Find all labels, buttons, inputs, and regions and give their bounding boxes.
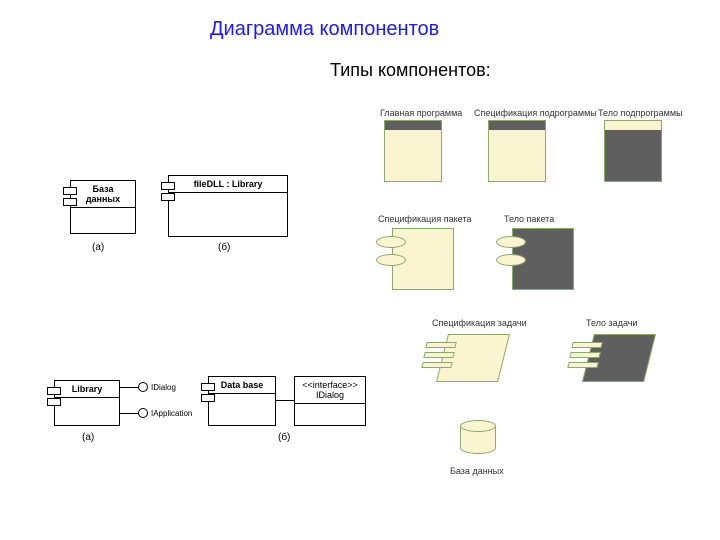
iface-label: IDialog	[151, 383, 176, 392]
uml-caption-b2: (б)	[278, 432, 290, 443]
uml-caption-a: (а)	[92, 242, 104, 253]
page-title: Диаграмма компонентов	[210, 18, 439, 41]
type-label-pkg-body: Тело пакета	[504, 214, 554, 224]
connector-line	[276, 400, 294, 401]
iface-label: IApplication	[151, 409, 192, 418]
type-label-main-program: Главная программа	[380, 108, 462, 118]
type-label-sub-body: Тело подпрограммы	[598, 108, 683, 118]
uml-label: Data base	[209, 377, 275, 394]
lollipop-idialog: IDialog	[120, 382, 176, 392]
uml-label: <<interface>> IDialog	[295, 377, 365, 404]
shape-task-spec	[442, 334, 504, 382]
shape-main-program	[384, 120, 442, 182]
shape-sub-body	[604, 120, 662, 182]
uml-component-library: Library	[54, 380, 120, 426]
uml-label: fileDLL : Library	[169, 176, 287, 193]
uml-label: База данных	[71, 181, 135, 208]
uml-component-database: Data base	[208, 376, 276, 426]
type-label-task-body: Тело задачи	[586, 318, 637, 328]
shape-pkg-body	[512, 228, 574, 290]
shape-database	[460, 420, 496, 460]
type-label-sub-spec: Спецификация подрограммы	[474, 108, 597, 118]
page-subtitle: Типы компонентов:	[330, 60, 491, 81]
uml-label: Library	[55, 381, 119, 398]
uml-component-interface: <<interface>> IDialog	[294, 376, 366, 426]
shape-pkg-spec	[392, 228, 454, 290]
type-label-pkg-spec: Спецификация пакета	[378, 214, 471, 224]
uml-caption-a2: (а)	[82, 432, 94, 443]
uml-component-db: База данных	[70, 180, 136, 234]
uml-caption-b: (б)	[218, 242, 230, 253]
shape-sub-spec	[488, 120, 546, 182]
shape-task-body	[588, 334, 650, 382]
type-label-task-spec: Спецификация задачи	[432, 318, 527, 328]
type-label-database: База данных	[450, 466, 504, 476]
uml-component-filedll: fileDLL : Library	[168, 175, 288, 237]
lollipop-iapplication: IApplication	[120, 408, 192, 418]
